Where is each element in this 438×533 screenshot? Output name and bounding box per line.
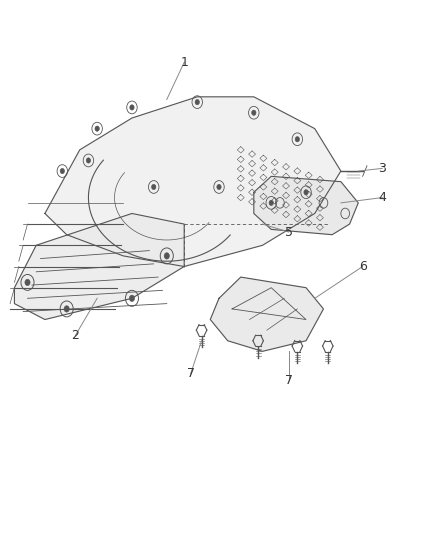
Text: 6: 6 [359,260,367,273]
Text: 2: 2 [71,329,79,342]
Polygon shape [254,176,358,235]
Circle shape [25,279,30,286]
Polygon shape [210,277,323,351]
Circle shape [129,295,134,302]
Polygon shape [45,97,341,266]
Circle shape [164,253,170,259]
Circle shape [304,190,308,195]
Circle shape [195,100,199,105]
Circle shape [64,306,69,312]
Circle shape [252,110,256,115]
Circle shape [217,184,221,190]
Text: 5: 5 [285,225,293,239]
Text: 7: 7 [285,374,293,387]
Circle shape [95,126,99,131]
Circle shape [152,184,156,190]
Circle shape [86,158,91,163]
Circle shape [60,168,64,174]
Text: 7: 7 [187,367,195,380]
Circle shape [269,200,273,206]
Text: 3: 3 [378,162,386,175]
Text: 4: 4 [378,191,386,204]
Circle shape [130,105,134,110]
Circle shape [295,136,300,142]
Polygon shape [14,214,184,319]
Text: 1: 1 [180,56,188,69]
